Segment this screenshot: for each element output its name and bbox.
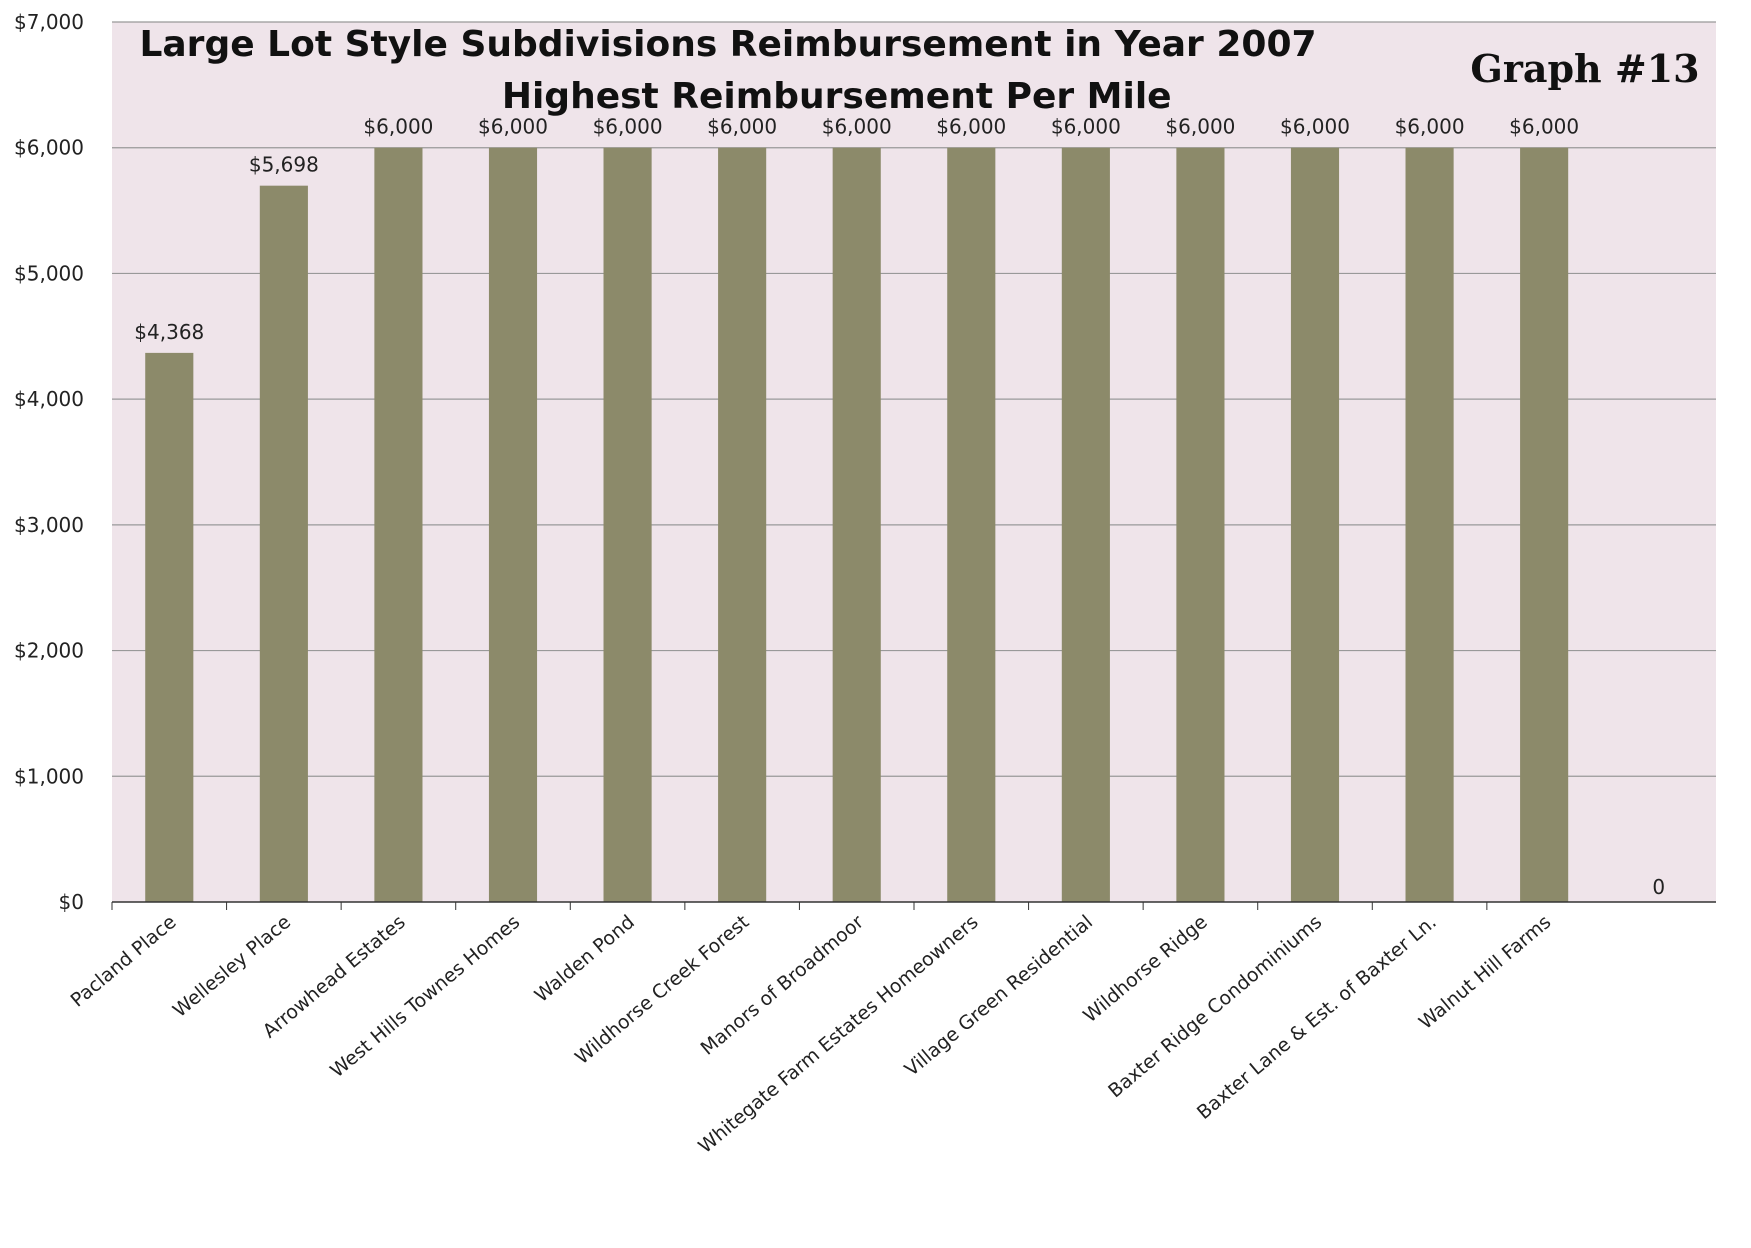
data-label: $6,000 bbox=[1051, 115, 1121, 139]
data-label: $6,000 bbox=[1280, 115, 1350, 139]
bar bbox=[1061, 147, 1110, 902]
plot-area bbox=[112, 22, 1716, 902]
y-tick-label: $6,000 bbox=[14, 136, 84, 160]
y-tick-label: $1,000 bbox=[14, 764, 84, 788]
bar bbox=[832, 147, 881, 902]
x-tick-label: Wellesley Place bbox=[169, 911, 295, 1022]
x-tick-label: Wildhorse Ridge bbox=[1079, 911, 1211, 1027]
data-label: $6,000 bbox=[1395, 115, 1465, 139]
chart-title: Large Lot Style Subdivisions Reimburseme… bbox=[139, 24, 1316, 65]
y-tick-label: $3,000 bbox=[14, 513, 84, 537]
graph-number-label: Graph #13 bbox=[1470, 46, 1699, 91]
x-tick-label: Baxter Ridge Condominiums bbox=[1104, 911, 1326, 1102]
data-label: $6,000 bbox=[822, 115, 892, 139]
x-tick-label: Pacland Place bbox=[67, 911, 181, 1012]
y-tick-label: $0 bbox=[59, 890, 84, 914]
bar bbox=[603, 147, 652, 902]
x-tick-label: Village Green Residential bbox=[901, 911, 1098, 1081]
data-label: $5,698 bbox=[249, 153, 319, 177]
empty-slot-label: 0 bbox=[1652, 875, 1665, 899]
data-label: $6,000 bbox=[363, 115, 433, 139]
bar bbox=[1290, 147, 1340, 902]
y-axis-ticks: $0 $1,000 $2,000 $3,000 $4,000 $5,000 $6,000 $7… bbox=[14, 10, 84, 914]
data-label: $4,368 bbox=[134, 320, 204, 344]
y-tick-label: $7,000 bbox=[14, 10, 84, 34]
y-tick-label: $4,000 bbox=[14, 387, 84, 411]
y-tick-label: $2,000 bbox=[14, 639, 84, 663]
bar bbox=[259, 185, 308, 902]
bar bbox=[145, 352, 194, 902]
data-labels: $4,368 $5,698 $6,000 $6,000 $6,000 $6,000 $6,0… bbox=[134, 115, 1579, 344]
x-tick-label: Baxter Lane & Est. of Baxter Ln. bbox=[1193, 911, 1441, 1124]
data-label: $6,000 bbox=[1509, 115, 1579, 139]
data-label: $6,000 bbox=[478, 115, 548, 139]
bar bbox=[1520, 147, 1569, 902]
bars bbox=[145, 147, 1569, 902]
bar bbox=[374, 147, 423, 902]
bar bbox=[488, 147, 538, 902]
data-label: $6,000 bbox=[936, 115, 1006, 139]
bar bbox=[718, 147, 767, 902]
bar bbox=[1405, 147, 1454, 902]
y-tick-label: $5,000 bbox=[14, 261, 84, 285]
chart-subtitle: Highest Reimbursement Per Mile bbox=[502, 76, 1172, 117]
data-label: $6,000 bbox=[1165, 115, 1235, 139]
x-tick-label: Walden Pond bbox=[531, 911, 639, 1007]
bar bbox=[1176, 147, 1225, 902]
data-label: $6,000 bbox=[707, 115, 777, 139]
bar bbox=[947, 147, 996, 902]
data-label: $6,000 bbox=[593, 115, 663, 139]
x-tick-label: West Hills Townes Homes bbox=[326, 911, 524, 1082]
